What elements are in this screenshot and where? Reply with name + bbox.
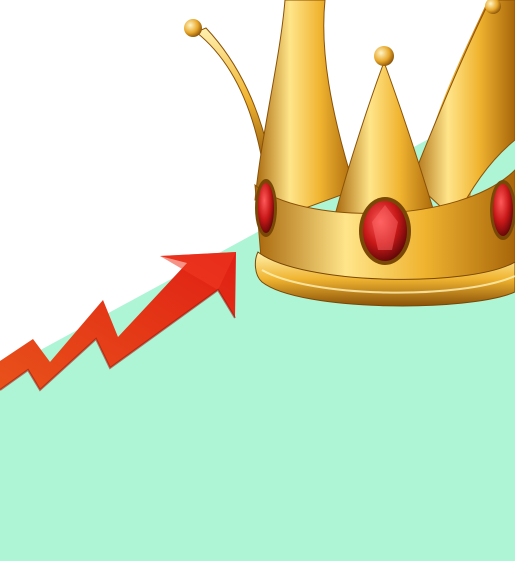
ruby-gem-center [359,197,411,265]
trending-up-arrow-icon [0,252,236,392]
crown-ball-center [374,46,394,66]
crown-ball-left [184,19,202,37]
crown-icon [184,0,515,307]
ruby-gem-right [490,180,515,240]
crown-ball-right [485,0,501,14]
ruby-gem-left [255,179,277,237]
